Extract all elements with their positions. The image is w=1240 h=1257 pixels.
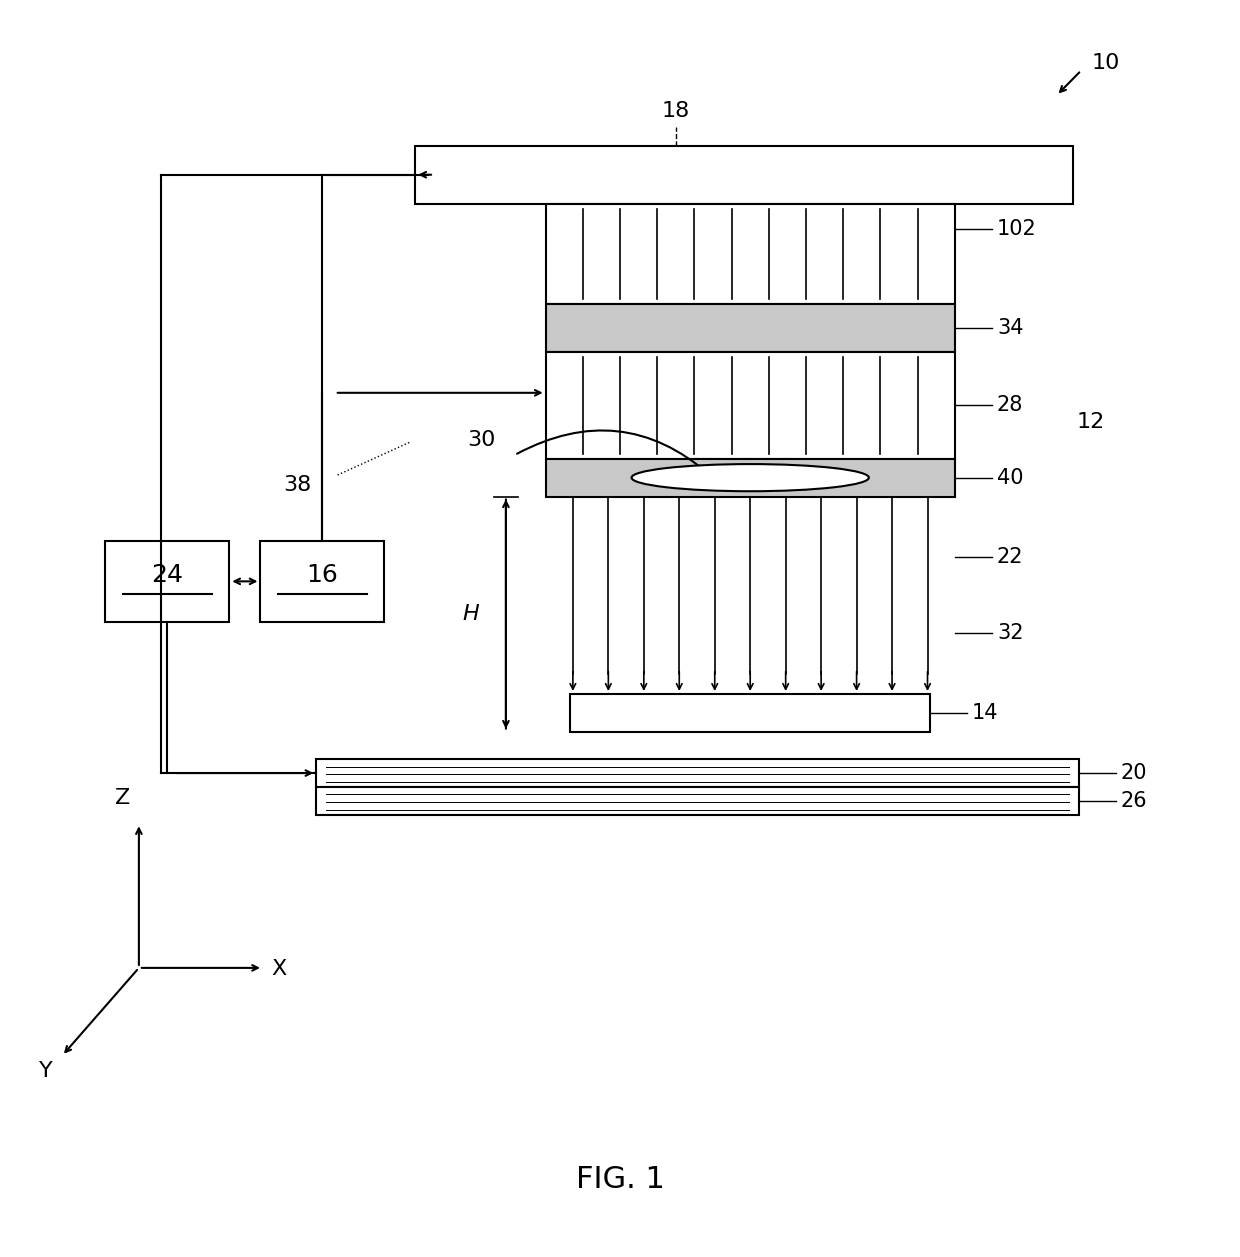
Text: 24: 24 [151,563,184,587]
Bar [260,541,384,622]
Text: 30: 30 [467,430,495,450]
Text: 18: 18 [662,101,689,121]
Bar [570,694,930,732]
Bar [546,204,955,304]
Text: 14: 14 [972,703,998,723]
Bar [316,759,1079,787]
Text: 28: 28 [997,396,1023,415]
Bar [316,787,1079,815]
Text: 26: 26 [1121,791,1147,811]
Text: 34: 34 [997,318,1023,338]
Text: Y: Y [38,1061,53,1081]
Text: 16: 16 [306,563,339,587]
Bar [415,146,1073,204]
Text: 22: 22 [997,548,1023,567]
Text: 38: 38 [284,475,311,495]
Text: H: H [463,605,480,623]
Bar [105,541,229,622]
Ellipse shape [631,464,869,491]
Text: 40: 40 [997,468,1023,488]
Text: 12: 12 [1076,412,1105,432]
Text: 20: 20 [1121,763,1147,783]
Bar [546,352,955,459]
Text: X: X [272,959,286,979]
Text: 102: 102 [997,219,1037,239]
Text: 10: 10 [1091,53,1120,73]
Bar [546,459,955,497]
Text: 32: 32 [997,623,1023,642]
Text: Z: Z [115,788,130,808]
Bar [546,304,955,352]
Text: FIG. 1: FIG. 1 [575,1164,665,1194]
